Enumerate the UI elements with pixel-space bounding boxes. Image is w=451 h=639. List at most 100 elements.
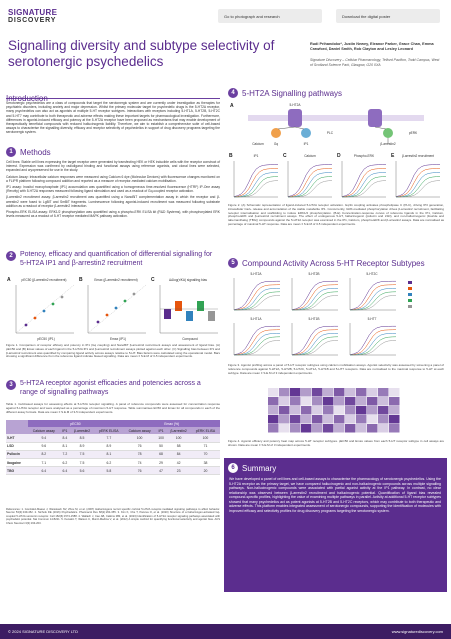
curve — [233, 280, 280, 310]
logo-text: SIGNATURE — [8, 8, 58, 17]
curve — [291, 329, 339, 356]
panel-title: 5-HT1B — [309, 317, 320, 321]
heatmap-cell — [301, 415, 312, 424]
table-cell: 6.2 — [60, 458, 70, 468]
panel-title: IP1 — [254, 154, 259, 158]
table-cell: 6.4 — [60, 466, 70, 476]
heatmap-cell — [268, 424, 279, 433]
axis-label: pEC50 (IP1) — [37, 337, 55, 341]
curve — [233, 325, 280, 355]
section-header: 4 5-HT2A Signalling pathways — [228, 88, 342, 98]
section-number: 4 — [228, 88, 238, 98]
curve — [288, 180, 333, 198]
header-cell: β-arrestin2 — [69, 427, 95, 435]
curve — [349, 325, 396, 355]
receptor — [288, 109, 302, 127]
table-cell: 7.2 — [60, 450, 70, 459]
curve — [287, 172, 332, 198]
heatmap-cell — [323, 388, 334, 397]
heatmap-cell — [279, 397, 290, 406]
table-cell: Psilocin — [6, 450, 28, 459]
point — [114, 306, 118, 310]
section-number: 5 — [228, 258, 238, 268]
heatmap-cell — [323, 397, 334, 406]
table-cell: 58 — [166, 442, 191, 451]
heatmap-cell — [345, 388, 356, 397]
curve — [291, 288, 338, 311]
point — [123, 299, 127, 303]
authors: Rudi Prihandoko*, Justin Newey, Eleanor … — [310, 42, 434, 51]
heatmap-cell — [378, 388, 389, 397]
section-title: Introduction — [6, 94, 48, 103]
panel-label: B — [229, 153, 233, 159]
curve — [233, 284, 281, 311]
heatmap-cell — [345, 424, 356, 433]
intro-header: Introduction — [6, 88, 220, 103]
legend-swatch — [408, 293, 412, 296]
diagram-label: Calcium — [252, 142, 264, 146]
table-caption: Table 1. Cell-based assays for assessing… — [6, 402, 220, 414]
curve — [396, 180, 441, 198]
bar — [164, 309, 171, 319]
curve — [233, 172, 278, 198]
table-cell: 9.4 — [27, 434, 61, 443]
heatmap-cell — [367, 397, 378, 406]
curve — [341, 164, 386, 197]
node — [271, 128, 281, 138]
curve — [233, 164, 278, 197]
section-title: Summary — [242, 463, 277, 473]
section-number: 2 — [6, 251, 16, 261]
button[interactable]: Download the digital poster — [336, 9, 440, 23]
website[interactable]: www.signaturediscovery.com — [391, 629, 443, 634]
heatmap-cell — [312, 406, 323, 415]
panel-label: C — [283, 153, 287, 159]
group-header: pEC50 — [27, 420, 124, 428]
heatmap-cell — [290, 424, 301, 433]
heatmap-cell — [301, 388, 312, 397]
table-cell: 70 — [190, 450, 220, 459]
curve — [234, 340, 281, 356]
table-cell: 76 — [123, 466, 156, 476]
panel-label: B — [79, 277, 83, 283]
table-cell: 71 — [190, 442, 220, 451]
curve — [234, 295, 281, 311]
heatmap-cell — [356, 424, 367, 433]
table-cell: 42 — [166, 458, 191, 468]
diagram-label: Gq — [274, 142, 278, 146]
paragraph: Cell lines: Stable cell lines expressing… — [6, 160, 220, 173]
point — [33, 316, 37, 320]
header-cell: Calcium assay — [27, 427, 61, 435]
panel-label: C — [151, 277, 155, 283]
heatmap-cell — [301, 424, 312, 433]
legend-swatch — [408, 305, 412, 308]
heatmap-cell — [312, 388, 323, 397]
table-cell: 5-HT — [6, 434, 28, 443]
heatmap-cell — [268, 397, 279, 406]
figure-2: A 5-HT2A Gq PLC IP1 Calcium β-arrestin2 pERK B I… — [229, 103, 441, 198]
diagram-label: 5-HT2A — [290, 103, 302, 107]
curve — [349, 284, 397, 311]
button[interactable]: Go to photograph and research — [218, 9, 322, 23]
curve — [349, 329, 397, 356]
footer: © 2024 SIGNATURE DISCOVERY LTD www.signa… — [0, 624, 451, 639]
poster-title: Signalling diversity and subtype selecti… — [8, 38, 275, 69]
header-cell: pERK ELISA — [94, 427, 124, 435]
legend-swatch — [408, 281, 412, 284]
receptor — [368, 109, 382, 127]
figure-caption: Figure 2. (A) Schematic representation o… — [228, 203, 444, 226]
curve — [395, 164, 440, 197]
heatmap-cell — [356, 397, 367, 406]
section-title: 5-HT2A Signalling pathways — [242, 88, 343, 98]
point — [42, 309, 46, 313]
paragraph: Calcium Assay: Intracellular calcium res… — [6, 174, 220, 183]
panel-title: 5-HT2A — [251, 272, 263, 276]
curve — [349, 288, 396, 311]
table-cell: 29 — [155, 458, 167, 468]
heatmap-cell — [345, 397, 356, 406]
summary-text: We have developed a panel of cell lines … — [229, 477, 441, 513]
heatmap-cell — [290, 406, 301, 415]
heatmap-cell — [312, 424, 323, 433]
curve — [350, 295, 397, 311]
figure-caption: Figure 4. Agonist efficacy and potency h… — [228, 439, 444, 447]
